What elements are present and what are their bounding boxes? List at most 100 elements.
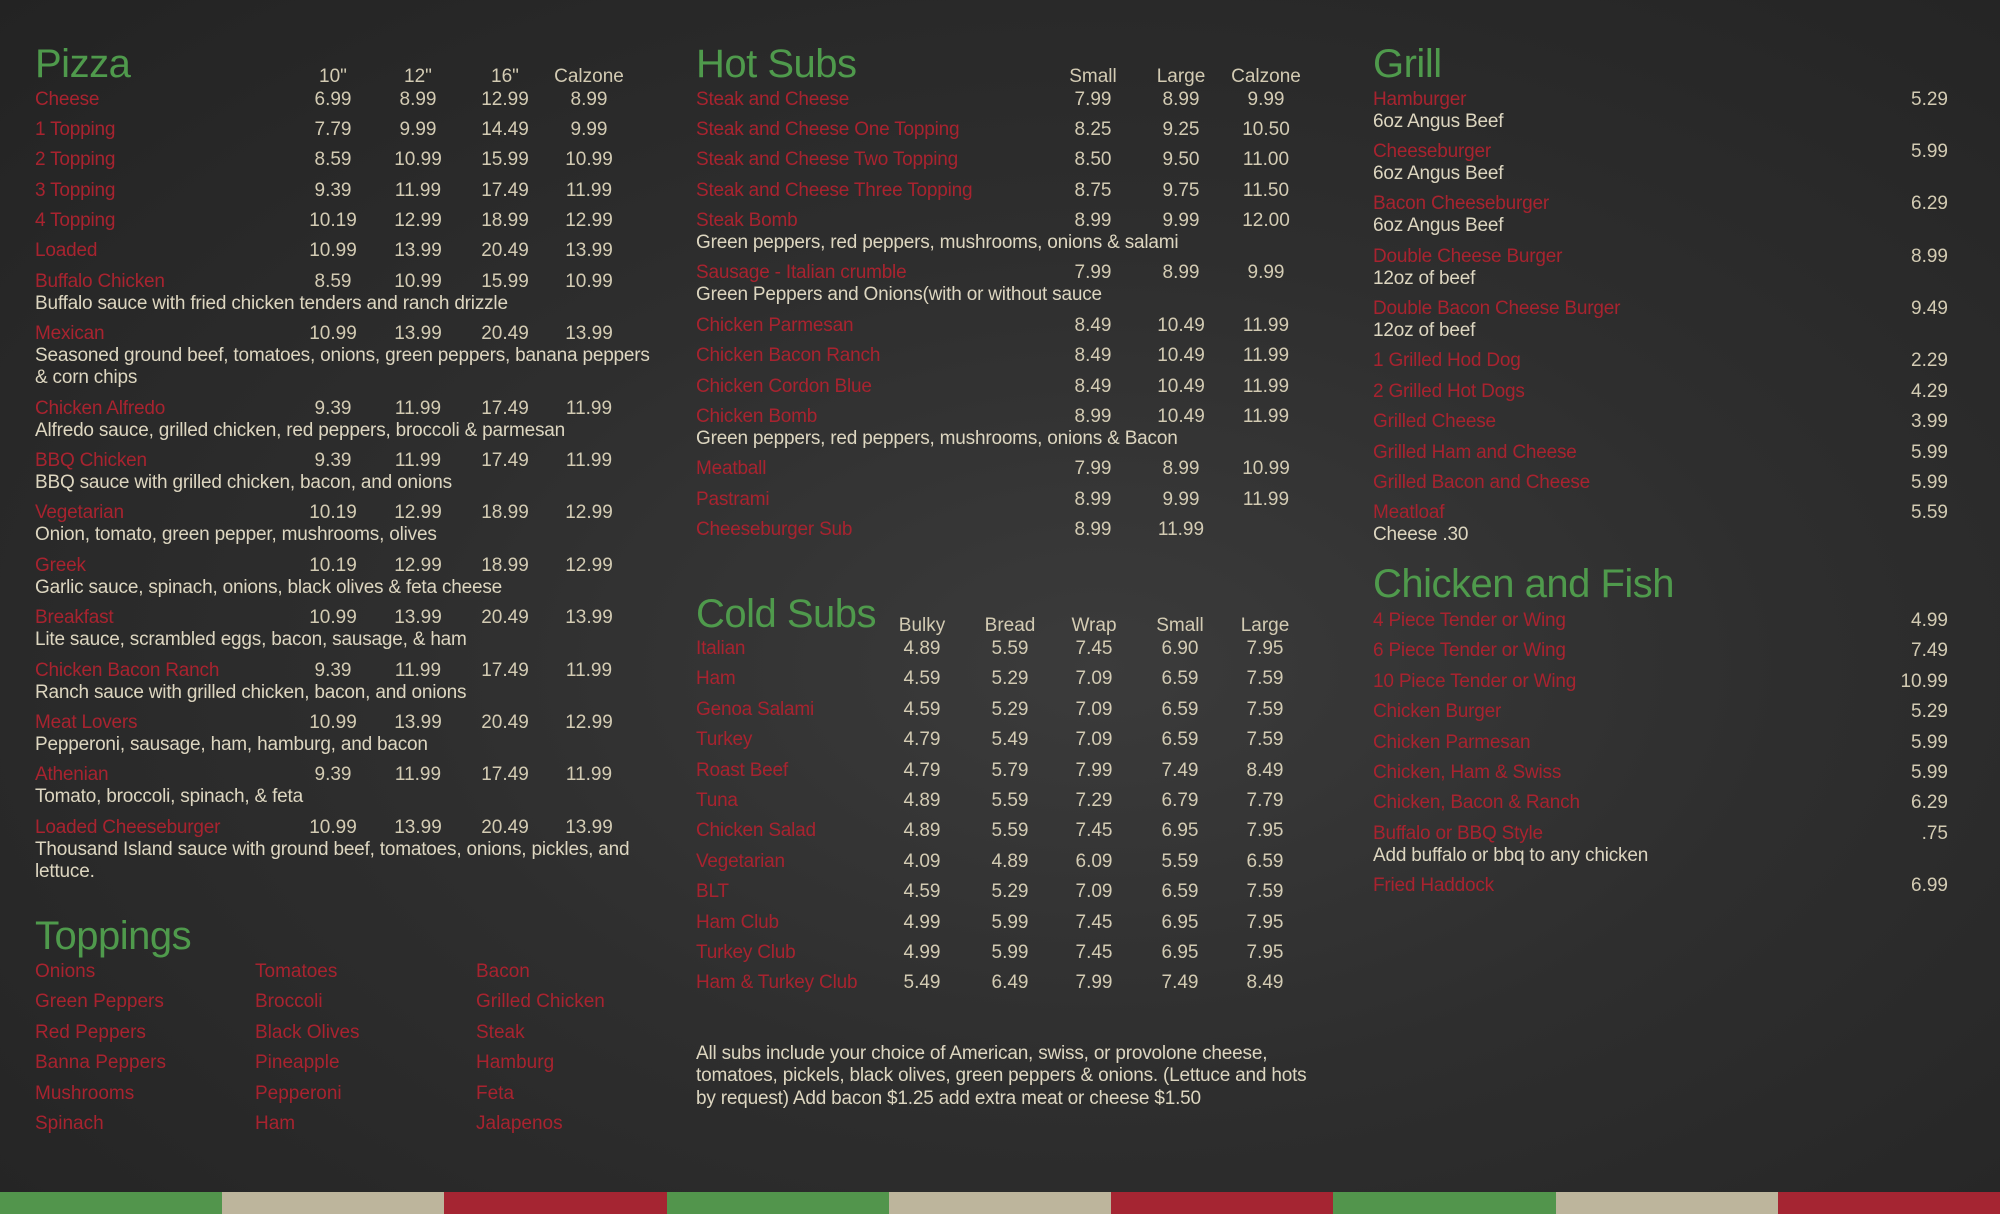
item-price: 8.59 [314,149,352,171]
menu-item: Chicken Parmesan 8.49 10.49 11.99 [696,315,1336,337]
item-price: 11.99 [1242,488,1290,510]
menu-item: Chicken Bomb 8.99 10.49 11.99 Green peppers,… [696,406,1336,450]
item-price: 6.79 [1161,789,1199,811]
subs-note: All subs include your choice of American… [696,1043,1307,1109]
item-price: 10.99 [1900,670,1948,692]
item-price: 9.39 [314,397,352,419]
item-name: Cheese [35,88,100,110]
grill-title: Grill [1373,42,1442,86]
item-name: Meat Lovers [35,711,138,733]
item-price: 8.49 [1074,314,1112,336]
item-name: Cheeseburger Sub [696,519,853,541]
item-price: 15.99 [481,149,529,171]
menu-item: Cheeseburger Sub 8.99 11.99 [696,519,1336,541]
item-price: 6.90 [1161,638,1199,659]
item-price: 10.19 [309,502,357,524]
item-price: 5.59 [991,789,1029,811]
item-price: 11.99 [1157,519,1205,541]
item-price: 4.99 [903,911,941,933]
item-price: 12.99 [565,210,613,232]
item-price: 5.29 [1911,701,1948,723]
item-price: 8.99 [1162,88,1200,110]
item-price: 15.99 [481,270,529,292]
item-price: 8.49 [1246,759,1284,781]
item-price: 11.99 [565,397,613,419]
item-price: 11.99 [1242,345,1290,367]
item-name: Double Bacon Cheese Burger [1373,298,1621,320]
item-price: 10.49 [1157,314,1205,336]
topping-item: Hamburg [476,1052,555,1074]
item-price: 13.99 [394,816,442,838]
item-price: 10.19 [309,554,357,576]
item-price: 11.99 [394,450,442,472]
item-price: 5.79 [991,759,1029,781]
item-price: 8.99 [1162,458,1200,480]
item-name: Italian [696,638,746,659]
item-price: 7.45 [1075,638,1113,659]
item-price: 10.99 [309,816,357,838]
menu-item: Double Cheese Burger 8.99 12oz of beef [1373,246,1948,290]
item-price: 18.99 [481,502,529,524]
item-price: 4.79 [903,759,941,781]
item-name: BBQ Chicken [35,450,147,472]
item-price: 9.39 [314,450,352,472]
item-name: Steak and Cheese One Topping [696,118,960,140]
item-price: 6.59 [1246,850,1284,872]
item-name: Cheeseburger [1373,140,1492,162]
item-price: 10.19 [309,210,357,232]
item-price: 10.99 [565,270,613,292]
item-description: Pepperoni, sausage, ham, hamburg, and ba… [35,733,428,755]
menu-item: 1 Grilled Hod Dog 2.29 [1373,350,1948,372]
item-name: Steak and Cheese Two Topping [696,149,959,171]
item-price: 10.99 [309,323,357,345]
item-name: Turkey [696,729,753,751]
item-price: 5.59 [991,820,1029,842]
toppings-title: Toppings [35,914,192,958]
topping-item: Jalapenos [476,1113,563,1134]
item-description: 6oz Angus Beef [1373,110,1504,132]
item-name: 2 Topping [35,149,116,171]
item-name: 6 Piece Tender or Wing [1373,640,1566,662]
item-name: 4 Topping [35,210,116,232]
menu-item: Bacon Cheeseburger 6.29 6oz Angus Beef [1373,193,1948,237]
menu-item: 4 Piece Tender or Wing 4.99 [1373,610,1948,632]
item-price: 10.99 [309,240,357,262]
menu-item: 4 Topping 10.19 12.99 18.99 12.99 [35,210,655,232]
menu-item: Chicken Bacon Ranch 9.39 11.99 17.49 11.99 Ra… [35,660,655,704]
item-price: 17.49 [481,450,529,472]
topping-item: Banna Peppers [35,1052,166,1074]
item-price: 7.59 [1246,729,1284,751]
item-name: Fried Haddock [1373,875,1494,897]
item-description: Garlic sauce, spinach, onions, black oli… [35,576,503,598]
menu-item: Greek 10.19 12.99 18.99 12.99 Garlic sauce, s… [35,555,655,599]
topping-item: Red Peppers [35,1021,146,1043]
menu-item: Turkey Club 4.99 5.99 7.45 6.95 7.95 [696,942,1336,964]
menu-item: Fried Haddock 6.99 [1373,875,1948,897]
item-name: Vegetarian [35,502,124,524]
item-price: 7.59 [1246,698,1284,720]
item-price: 20.49 [481,711,529,733]
topping-item: Ham [255,1113,296,1134]
item-price: 4.29 [1911,380,1948,402]
item-description: Green peppers, red peppers, mushrooms, o… [696,232,1179,254]
item-price: 9.99 [399,118,437,140]
item-name: Steak and Cheese [696,88,850,110]
item-price: 6.59 [1161,729,1199,751]
item-description: Buffalo sauce with fried chicken tenders… [35,292,508,314]
column-header: Wrap [1071,615,1117,636]
item-price: 10.49 [1157,375,1205,397]
item-price: 10.49 [1157,406,1205,428]
item-name: Chicken Alfredo [35,397,166,419]
item-name: 1 Grilled Hod Dog [1373,350,1521,372]
item-price: 4.09 [903,850,941,872]
item-price: 4.89 [903,820,941,842]
item-price: 3.99 [1911,411,1948,433]
menu-item: Grilled Bacon and Cheese 5.99 [1373,472,1948,494]
item-price: 5.49 [903,972,941,994]
item-description: Green Peppers and Onions(with or without… [696,284,1102,306]
topping-item: Broccoli [255,991,323,1013]
item-price: 17.49 [481,764,529,786]
hot-subs-title: Hot Subs [696,42,857,86]
menu-item: Italian 4.89 5.59 7.45 6.90 7.95 [696,638,1336,660]
item-price: 7.99 [1074,458,1112,480]
